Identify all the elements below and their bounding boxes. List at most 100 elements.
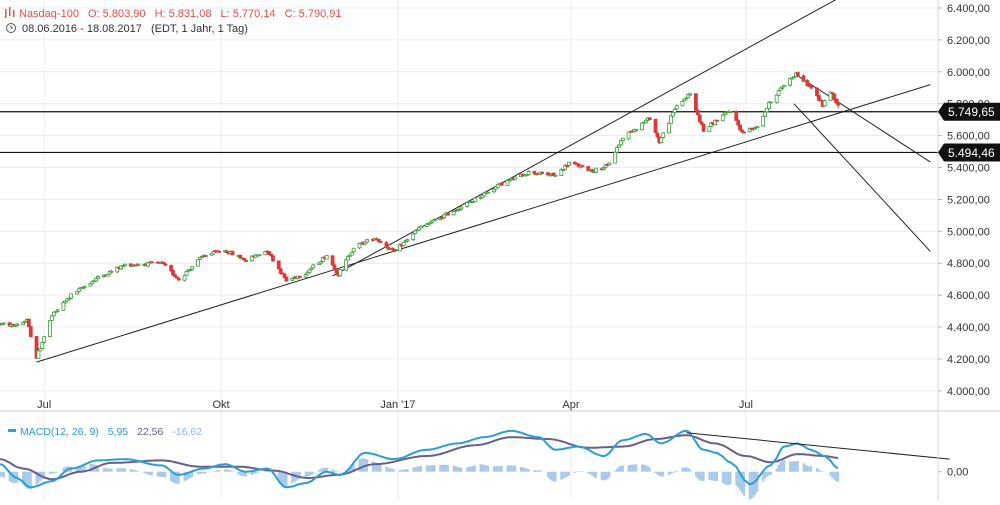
candle-body: [174, 276, 179, 279]
macd-histogram-bar: [608, 471, 611, 478]
macd-histogram-bar: [229, 470, 232, 472]
candle-body: [615, 147, 619, 153]
macd-histogram-bar: [510, 465, 513, 472]
candle-body: [545, 172, 550, 176]
trend-line: [36, 84, 931, 363]
candle-body: [397, 244, 402, 252]
macd-histogram-bar: [241, 471, 244, 477]
macd-histogram-bar: [387, 467, 390, 472]
macd-histogram-bar: [473, 465, 476, 472]
macd-histogram-bar: [566, 471, 569, 477]
macd-histogram-bar: [806, 465, 809, 472]
macd-histogram-bar: [0, 471, 1, 477]
candle-body: [765, 107, 769, 113]
macd-histogram-bar: [767, 471, 770, 476]
macd-histogram-bar: [654, 471, 657, 474]
macd-histogram-bar: [50, 471, 53, 474]
macd-histogram-bar: [312, 471, 315, 474]
macd-histogram-bar: [687, 467, 690, 472]
macd-histogram-bar: [468, 467, 471, 472]
macd-histogram-bar: [735, 471, 738, 486]
macd-histogram-bar: [212, 471, 215, 473]
macd-histogram-bar: [54, 471, 57, 473]
candle-body: [119, 265, 124, 270]
candle-body: [451, 211, 456, 216]
candle-body: [567, 161, 571, 166]
candle-body: [715, 119, 719, 122]
candle-body: [90, 281, 95, 285]
macd-histogram-bar: [833, 471, 836, 480]
macd-histogram-bar: [204, 471, 207, 474]
macd-histogram-bar: [185, 471, 188, 481]
macd-histogram-bar: [148, 471, 151, 476]
candle-body: [457, 208, 462, 211]
candle-body: [499, 182, 504, 186]
macd-histogram-bar: [631, 464, 634, 472]
candle-body: [672, 108, 677, 114]
macd-histogram-bar: [81, 465, 84, 472]
candle-body: [417, 227, 421, 231]
candle-body: [699, 121, 704, 125]
macd-histogram-bar: [418, 466, 421, 472]
candle-body: [171, 270, 175, 276]
candle-body: [123, 263, 127, 266]
candle-body: [51, 311, 56, 317]
candle-body: [173, 274, 177, 278]
clock-icon: [6, 23, 16, 33]
macd-histogram-bar: [173, 471, 176, 484]
macd-line: [0, 429, 839, 489]
candle-body: [459, 206, 464, 210]
macd-histogram-bar: [658, 471, 661, 476]
macd-histogram-bar: [633, 464, 636, 472]
macd-histogram-bar: [214, 471, 217, 472]
date-range: 08.06.2016 - 18.08.2017: [22, 23, 142, 35]
macd-histogram-bar: [727, 471, 730, 486]
candle-body: [405, 239, 410, 242]
macd-histogram-bar: [210, 471, 213, 473]
chart-info: (EDT, 1 Jahr, 1 Tag): [151, 23, 248, 35]
candle-body: [357, 243, 362, 249]
macd-histogram-bar: [398, 469, 401, 472]
macd-histogram-bar: [77, 466, 80, 472]
macd-histogram-bar: [0, 471, 3, 477]
candle-body: [351, 247, 356, 253]
macd-histogram-bar: [673, 471, 676, 473]
macd-histogram-bar: [441, 464, 444, 472]
macd-histogram-bar: [64, 466, 67, 472]
macd-histogram-bar: [162, 471, 165, 477]
candle-body: [149, 261, 154, 264]
candle-body: [495, 183, 500, 188]
candle-body: [594, 167, 598, 173]
macd-histogram-bar: [143, 471, 146, 474]
macd-histogram-bar: [177, 471, 180, 484]
macd-histogram-bar: [29, 471, 32, 489]
macd-histogram-bar: [352, 463, 355, 472]
candle-body: [669, 115, 673, 124]
macd-histogram-bar: [129, 469, 132, 472]
candle-body: [196, 259, 200, 267]
candle-body: [809, 85, 814, 89]
macd-histogram-bar: [373, 461, 376, 472]
candle-body: [378, 241, 383, 243]
macd-histogram-bar: [762, 471, 765, 482]
candle-body: [513, 176, 518, 180]
macd-histogram-bar: [710, 471, 713, 481]
macd-histogram-bar: [225, 469, 228, 472]
candle-body: [832, 93, 837, 101]
open-value: O: 5.803,90: [88, 8, 146, 20]
macd-histogram-bar: [721, 471, 724, 483]
macd-histogram-bar: [500, 465, 503, 472]
macd-histogram-bar: [8, 471, 11, 482]
macd-histogram-bar: [104, 468, 107, 472]
candle-body: [763, 111, 767, 117]
macd-histogram-bar: [644, 465, 647, 472]
macd-histogram-bar: [170, 471, 173, 482]
candle-body: [738, 124, 743, 131]
macd-histogram-bar: [427, 465, 430, 472]
candle-body: [634, 128, 639, 131]
macd-histogram-bar: [323, 467, 326, 472]
macd-histogram-bar: [689, 469, 692, 472]
macd-histogram-bar: [89, 463, 92, 472]
candle-body: [276, 260, 281, 270]
macd-histogram-bar: [804, 464, 807, 472]
